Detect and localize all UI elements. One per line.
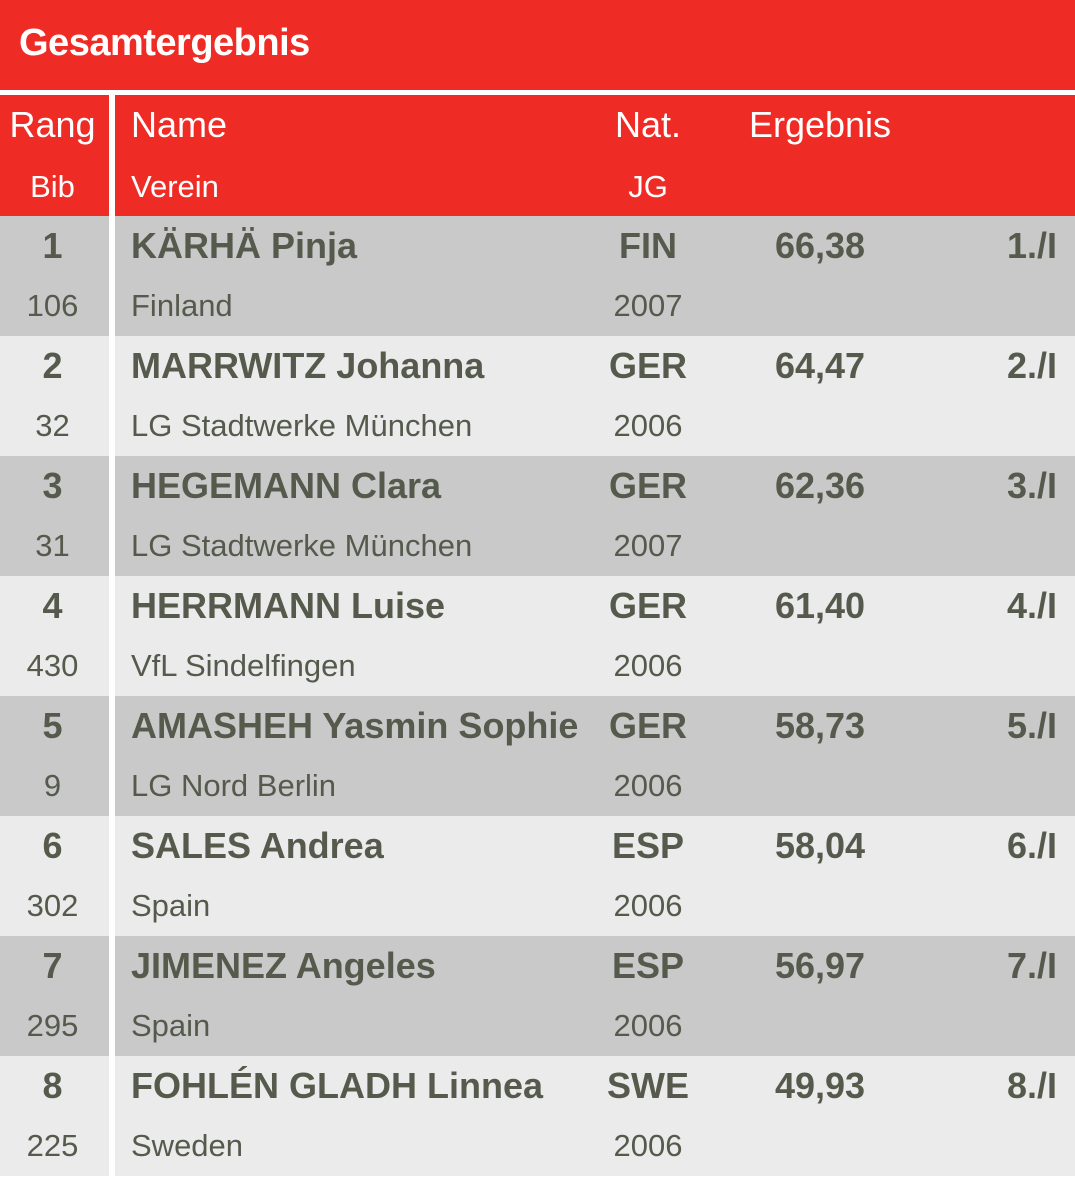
athlete-name: FOHLÉN GLADH Linnea — [131, 1065, 543, 1106]
athlete-nationality: FIN — [619, 225, 677, 266]
header-bib: Bib — [30, 169, 75, 204]
athlete-birth-year: 2006 — [613, 888, 683, 923]
athlete-result: 56,97 — [774, 945, 866, 986]
athlete-placement: 6./I — [1006, 825, 1057, 866]
row-bib: 9 — [43, 768, 62, 803]
row-rank: 5 — [42, 705, 63, 746]
column-divider — [109, 95, 115, 1187]
row-bib: 31 — [35, 528, 70, 563]
row-bib: 295 — [26, 1008, 79, 1043]
header-club: Verein — [131, 169, 219, 204]
table-row: 8 225 FOHLÉN GLADH Linnea Sweden SWE 2006 49,9… — [0, 1056, 1075, 1176]
athlete-club: Spain — [131, 1008, 211, 1043]
athlete-result: 62,36 — [774, 465, 866, 506]
athlete-club: LG Stadtwerke München — [131, 408, 473, 443]
athlete-birth-year: 2006 — [613, 1008, 683, 1043]
athlete-club: Finland — [131, 288, 233, 323]
row-bib: 106 — [26, 288, 79, 323]
athlete-placement: 4./I — [1006, 585, 1057, 626]
athlete-result: 64,47 — [774, 345, 866, 386]
athlete-name: AMASHEH Yasmin Sophie — [131, 705, 579, 746]
title-bar: Gesamtergebnis — [0, 0, 1075, 90]
athlete-nationality: SWE — [606, 1065, 689, 1106]
athlete-nationality: GER — [608, 465, 687, 506]
header-name: Name — [131, 104, 228, 145]
table-row: 1 106 KÄRHÄ Pinja Finland FIN 2007 66,38 1./I — [0, 216, 1075, 336]
athlete-birth-year: 2006 — [613, 408, 683, 443]
athlete-placement: 8./I — [1006, 1065, 1057, 1106]
athlete-nationality: ESP — [611, 825, 685, 866]
page-title: Gesamtergebnis — [19, 22, 310, 64]
row-rank: 3 — [42, 465, 63, 506]
row-bib: 430 — [26, 648, 79, 683]
athlete-placement: 2./I — [1006, 345, 1057, 386]
athlete-nationality: GER — [608, 705, 687, 746]
row-rank: 4 — [42, 585, 63, 626]
table-header: Rang Bib Name Verein Nat. JG Ergebnis — [0, 95, 1075, 216]
athlete-birth-year: 2007 — [613, 288, 683, 323]
table-row: 2 32 MARRWITZ Johanna LG Stadtwerke München… — [0, 336, 1075, 456]
title-divider — [0, 90, 1075, 95]
table-row: 4 430 HERRMANN Luise VfL Sindelfingen GER 200… — [0, 576, 1075, 696]
athlete-name: JIMENEZ Angeles — [131, 945, 436, 986]
athlete-name: SALES Andrea — [131, 825, 384, 866]
row-rank: 8 — [42, 1065, 63, 1106]
row-rank: 2 — [42, 345, 63, 386]
row-rank: 7 — [42, 945, 63, 986]
athlete-name: HERRMANN Luise — [131, 585, 446, 626]
athlete-placement: 7./I — [1006, 945, 1057, 986]
row-rank: 1 — [42, 225, 63, 266]
table-row: 7 295 JIMENEZ Angeles Spain ESP 2006 56,97 7./I — [0, 936, 1075, 1056]
row-bib: 302 — [26, 888, 79, 923]
athlete-result: 58,04 — [774, 825, 866, 866]
athlete-name: MARRWITZ Johanna — [131, 345, 485, 386]
row-bib: 32 — [35, 408, 70, 443]
athlete-club: Spain — [131, 888, 211, 923]
header-rank: Rang — [9, 104, 96, 145]
athlete-nationality: ESP — [611, 945, 685, 986]
athlete-result: 66,38 — [774, 225, 866, 266]
athlete-birth-year: 2006 — [613, 648, 683, 683]
athlete-result: 49,93 — [774, 1065, 866, 1106]
table-row: 3 31 HEGEMANN Clara LG Stadtwerke München GE… — [0, 456, 1075, 576]
athlete-placement: 1./I — [1006, 225, 1057, 266]
athlete-birth-year: 2006 — [613, 1128, 683, 1163]
athlete-placement: 5./I — [1006, 705, 1057, 746]
athlete-name: KÄRHÄ Pinja — [131, 225, 358, 266]
header-nat: Nat. — [614, 104, 682, 145]
row-rank: 6 — [42, 825, 63, 866]
table-row: 6 302 SALES Andrea Spain ESP 2006 58,04 6./I — [0, 816, 1075, 936]
row-bib: 225 — [26, 1128, 79, 1163]
header-result: Ergebnis — [748, 104, 892, 145]
athlete-club: Sweden — [131, 1128, 244, 1163]
athlete-club: LG Stadtwerke München — [131, 528, 473, 563]
athlete-birth-year: 2007 — [613, 528, 683, 563]
table-row: 5 9 AMASHEH Yasmin Sophie LG Nord Berlin GER… — [0, 696, 1075, 816]
athlete-club: LG Nord Berlin — [131, 768, 337, 803]
athlete-result: 58,73 — [774, 705, 866, 746]
athlete-nationality: GER — [608, 345, 687, 386]
athlete-club: VfL Sindelfingen — [131, 648, 356, 683]
athlete-result: 61,40 — [774, 585, 866, 626]
athlete-birth-year: 2006 — [613, 768, 683, 803]
athlete-name: HEGEMANN Clara — [131, 465, 442, 506]
athlete-placement: 3./I — [1006, 465, 1057, 506]
header-jg: JG — [628, 169, 668, 204]
athlete-nationality: GER — [608, 585, 687, 626]
